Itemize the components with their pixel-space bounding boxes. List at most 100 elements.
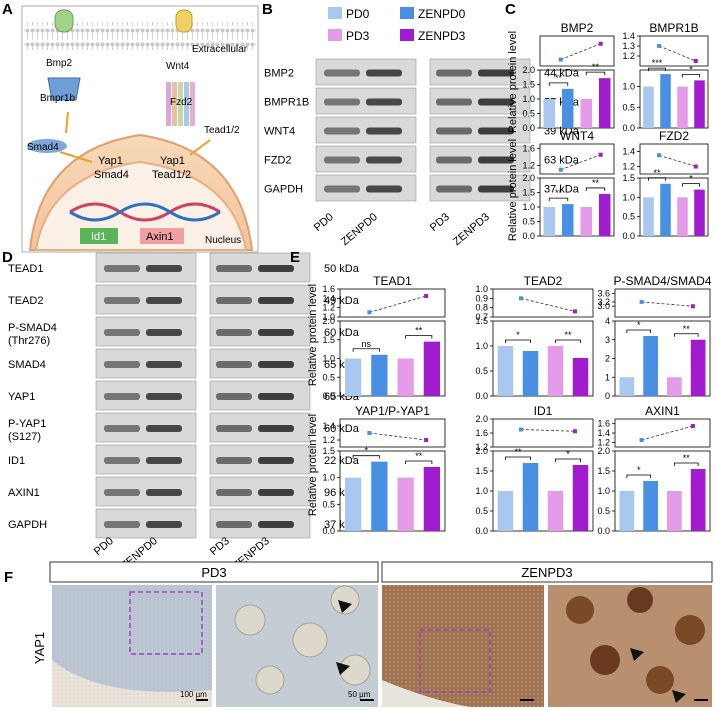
bar-pd3	[667, 377, 682, 396]
sig-bracket	[505, 339, 531, 343]
bar-frame	[492, 320, 594, 397]
blot-band	[258, 425, 294, 432]
fzd2-receptor	[166, 82, 195, 126]
ratio-point-1	[598, 152, 603, 157]
ratio-tick-label: 1.6	[522, 143, 535, 153]
sig-label: *	[689, 174, 693, 184]
ratio-line	[641, 301, 693, 307]
ratio-tick-label: 2.0	[475, 414, 488, 424]
blot-kda-label: 22 kDa	[324, 455, 360, 467]
sig-bracket	[352, 455, 380, 459]
legend-swatch-2	[328, 29, 342, 41]
sig-label: **	[555, 73, 563, 83]
blot-band	[146, 489, 182, 496]
bar-tick-label: 0.0	[322, 526, 335, 536]
blot-band	[366, 127, 402, 135]
ratio-frame	[339, 288, 446, 318]
blot-band	[146, 361, 182, 368]
blot-band	[146, 265, 182, 272]
ratio-tick-label: 1.2	[622, 51, 635, 61]
bar-pd0	[497, 346, 514, 396]
ratio-tick-label: 1.6	[322, 284, 335, 294]
blot-band	[324, 98, 360, 106]
chart-title: BMP2	[561, 21, 594, 35]
sig-label: **	[415, 451, 423, 461]
bar-zenpd3	[690, 339, 706, 396]
header-pd3: PD3	[201, 565, 226, 580]
bar-pd3	[397, 477, 414, 531]
blot-band	[104, 265, 140, 272]
bar-pd0	[619, 377, 635, 396]
sig-bracket	[555, 458, 581, 462]
yap1-left-label: Yap1	[98, 155, 123, 167]
bar-pd3	[580, 207, 592, 236]
ratio-tick-label: 1.0	[322, 312, 335, 322]
bar-tick-label: 0.0	[597, 526, 610, 536]
legend-label-3: ZENPD3	[418, 29, 466, 43]
ratio-line	[369, 432, 427, 441]
ratio-point-1	[424, 438, 429, 442]
bar-zenpd0	[371, 354, 388, 396]
sig-label: *	[364, 446, 368, 456]
bar-tick-label: 2.0	[522, 173, 535, 183]
sig-label: **	[555, 188, 563, 198]
blot-kda-label: 37 kDa	[544, 184, 580, 196]
zenpd3-overview-image	[382, 585, 544, 707]
sig-label: **	[683, 453, 691, 463]
chart-title: YAP1/P-YAP1	[355, 404, 430, 418]
bar-tick-label: 0.5	[522, 109, 535, 119]
chart-title: TEAD1	[373, 274, 412, 288]
ratio-line	[658, 154, 696, 167]
zoom-box-pd3	[129, 591, 203, 655]
fzd2-label: Fzd2	[170, 97, 193, 108]
ratio-tick-label: 0.7	[475, 312, 488, 322]
ratio-frame	[614, 418, 711, 448]
sig-bracket	[548, 197, 569, 202]
extracellular-label: Extracellular	[192, 44, 248, 55]
bar-tick-label: 0.0	[475, 391, 488, 401]
bar-tick-label: 0.5	[622, 102, 635, 112]
bar-tick-label: 1.0	[322, 473, 335, 483]
ratio-point-0	[657, 153, 662, 158]
sig-bracket	[555, 339, 581, 343]
chart-tead1: TEAD11.01.21.41.60.00.51.01.52.0ns**Rela…	[307, 274, 446, 401]
ratio-point-1	[690, 304, 695, 309]
bar-frame	[339, 450, 446, 532]
chart-title: FZD2	[659, 129, 689, 143]
bar-tick-label: 0	[605, 391, 610, 401]
sig-label: *	[637, 320, 641, 330]
blot-band	[146, 521, 182, 528]
ratio-tick-label: 0.9	[475, 293, 488, 303]
ratio-tick-label: 1.4	[322, 421, 335, 431]
bar-tick-label: 2.0	[322, 316, 335, 326]
chart-title: P-SMAD4/SMAD4	[613, 274, 711, 288]
bar-pd0	[344, 477, 362, 531]
bar-zenpd0	[522, 463, 539, 531]
chart-panel-e: TEAD11.01.21.41.60.00.51.01.52.0ns**Rela…	[307, 274, 712, 536]
blot-band	[258, 265, 294, 272]
sig-label: **	[415, 326, 423, 336]
sig-label: ns	[361, 339, 371, 349]
blot-kda-label: 44 kDa	[544, 68, 580, 80]
ratio-tick-label: 1.2	[522, 160, 535, 170]
blot-row-label: YAP1	[8, 391, 35, 403]
bar-pd3	[677, 86, 688, 128]
ratio-point-0	[558, 57, 563, 62]
ratio-tick-label: 1.2	[475, 442, 488, 452]
blot-lane-pd3: PD3	[208, 535, 232, 558]
bar-zenpd3	[694, 189, 705, 236]
panel-label-d: D	[2, 249, 13, 266]
ratio-frame	[339, 418, 446, 448]
ratio-line	[560, 43, 601, 60]
ratio-point-0	[639, 299, 644, 304]
arrow-bmpr1b-smad4	[65, 111, 69, 134]
ratio-point-1	[693, 59, 698, 63]
ratio-tick-label: 1.2	[322, 435, 335, 445]
chart-wnt4: WNT4 1.2 1.6 0.0 0.5 1.0 1.5 2.0 ** ** Relative pr…	[507, 129, 615, 241]
sig-label: **	[592, 62, 600, 72]
sig-bracket	[505, 456, 531, 460]
sig-bracket	[626, 474, 652, 478]
ratio-point-1	[598, 41, 603, 46]
sig-bracket	[648, 67, 666, 72]
